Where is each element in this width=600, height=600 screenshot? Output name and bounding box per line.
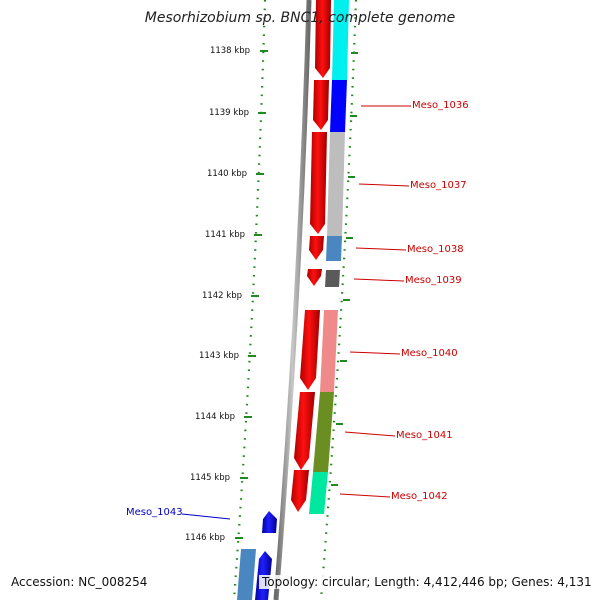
cog-block: [309, 472, 328, 514]
ruler-label: 1138 kbp: [209, 46, 250, 56]
cog-block: [320, 310, 338, 392]
genome-backbone: [273, 0, 312, 600]
gene-label-meso-1040[interactable]: Meso_1040: [401, 348, 458, 359]
cds-arrow: [310, 132, 327, 234]
cds-arrow: [262, 511, 277, 533]
ruler-label: 1141 kbp: [204, 230, 245, 240]
cds-arrow: [300, 310, 320, 390]
cog-block: [327, 132, 345, 236]
gene-label-meso-1041[interactable]: Meso_1041: [396, 430, 453, 441]
forward-cds-arrows: [291, 0, 331, 512]
map-title: Mesorhizobium sp. BNC1, complete genome: [144, 10, 456, 26]
label-leaders: [339, 105, 411, 498]
gene-label-meso-1038[interactable]: Meso_1038: [407, 244, 464, 255]
cog-block: [326, 236, 342, 261]
outer-ruler-ring: [319, 0, 358, 600]
inner-ruler-ring: [232, 0, 267, 600]
ruler-label: 1146 kbp: [184, 533, 225, 543]
cds-arrow: [294, 392, 315, 470]
cog-block: [237, 549, 256, 600]
cog-block: [330, 80, 347, 132]
ruler-label: 1145 kbp: [189, 473, 230, 483]
genome-summary-text: Topology: circular; Length: 4,412,446 bp…: [259, 575, 595, 589]
gene-label-meso-1042[interactable]: Meso_1042: [391, 491, 448, 502]
cds-arrow: [313, 80, 329, 130]
ruler-label: 1144 kbp: [194, 412, 235, 422]
gene-label-meso-1037[interactable]: Meso_1037: [410, 180, 467, 191]
cds-arrow: [309, 236, 324, 260]
ruler-label: 1142 kbp: [201, 291, 242, 301]
ruler-label: 1140 kbp: [206, 169, 247, 179]
cds-arrow: [315, 0, 331, 78]
ruler-label: 1143 kbp: [198, 351, 239, 361]
cog-block: [325, 270, 340, 287]
cog-block: [313, 392, 334, 472]
gene-label-meso-1036[interactable]: Meso_1036: [412, 100, 469, 111]
ruler-label: 1139 kbp: [208, 108, 249, 118]
gene-label-meso-1043[interactable]: Meso_1043: [126, 507, 183, 518]
cog-block: [332, 0, 349, 80]
outer-ticks: [331, 52, 358, 486]
cds-arrow: [307, 269, 322, 286]
cds-arrow: [291, 470, 309, 512]
gene-label-meso-1039[interactable]: Meso_1039: [405, 275, 462, 286]
cog-blocks: [237, 0, 349, 600]
accession-text: Accession: NC_008254: [9, 575, 150, 589]
label-leader: [181, 513, 231, 520]
ruler-ticks: [235, 50, 268, 539]
